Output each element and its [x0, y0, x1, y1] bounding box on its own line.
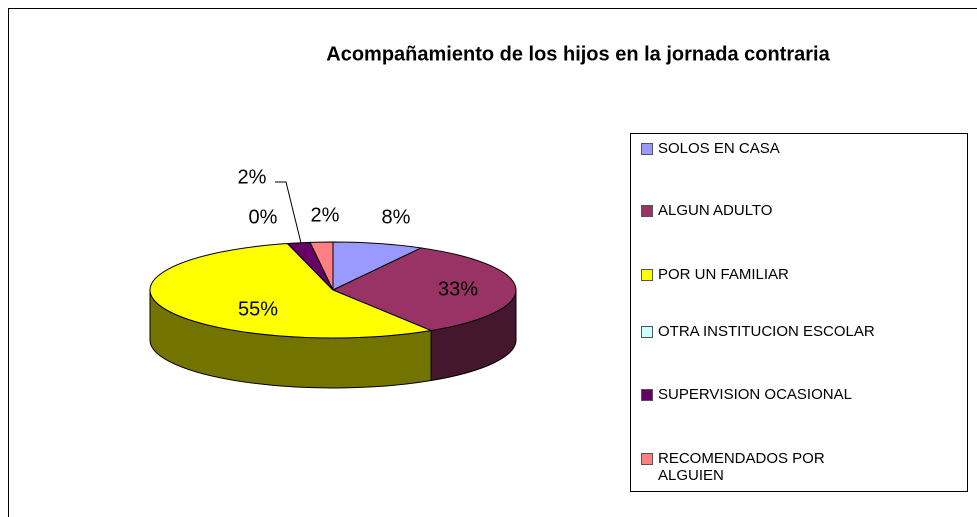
chart-frame [8, 8, 977, 517]
legend-label: RECOMENDADOS POR ALGUIEN [658, 450, 825, 484]
legend-swatch [641, 269, 653, 281]
data-label: 2% [311, 204, 340, 226]
pie-slice [331, 247, 517, 332]
legend-item: POR UN FAMILIAR [641, 266, 789, 283]
chart-title: Acompañamiento de los hijos en la jornad… [326, 43, 830, 65]
legend-label: ALGUN ADULTO [658, 202, 773, 219]
data-label: 8% [382, 206, 411, 228]
legend-label: OTRA INSTITUCION ESCOLAR [658, 323, 875, 340]
legend-swatch [641, 326, 653, 338]
legend-item: ALGUN ADULTO [641, 202, 772, 219]
legend-item: SUPERVISION OCASIONAL [641, 386, 852, 403]
legend-item: SOLOS EN CASA [641, 140, 780, 157]
legend-swatch [641, 143, 653, 155]
pie-slice [149, 242, 433, 339]
legend-swatch [641, 389, 653, 401]
data-label: 33% [438, 278, 478, 300]
legend-swatch [641, 205, 653, 217]
leader-line [275, 181, 302, 244]
data-label: 0% [249, 206, 278, 228]
data-label: 55% [238, 298, 278, 320]
data-label: 2% [238, 166, 267, 188]
legend-label: SUPERVISION OCASIONAL [658, 386, 852, 403]
legend-item: OTRA INSTITUCION ESCOLAR [641, 323, 875, 340]
legend-label: SOLOS EN CASA [658, 140, 780, 157]
pie-slice [332, 241, 423, 291]
pie-slice [309, 241, 334, 291]
legend-label: POR UN FAMILIAR [658, 266, 789, 283]
legend-item: RECOMENDADOS POR ALGUIEN [641, 450, 878, 484]
legend: SOLOS EN CASA ALGUN ADULTO POR UN FAMILIAR… [630, 133, 968, 492]
legend-swatch [641, 453, 653, 465]
